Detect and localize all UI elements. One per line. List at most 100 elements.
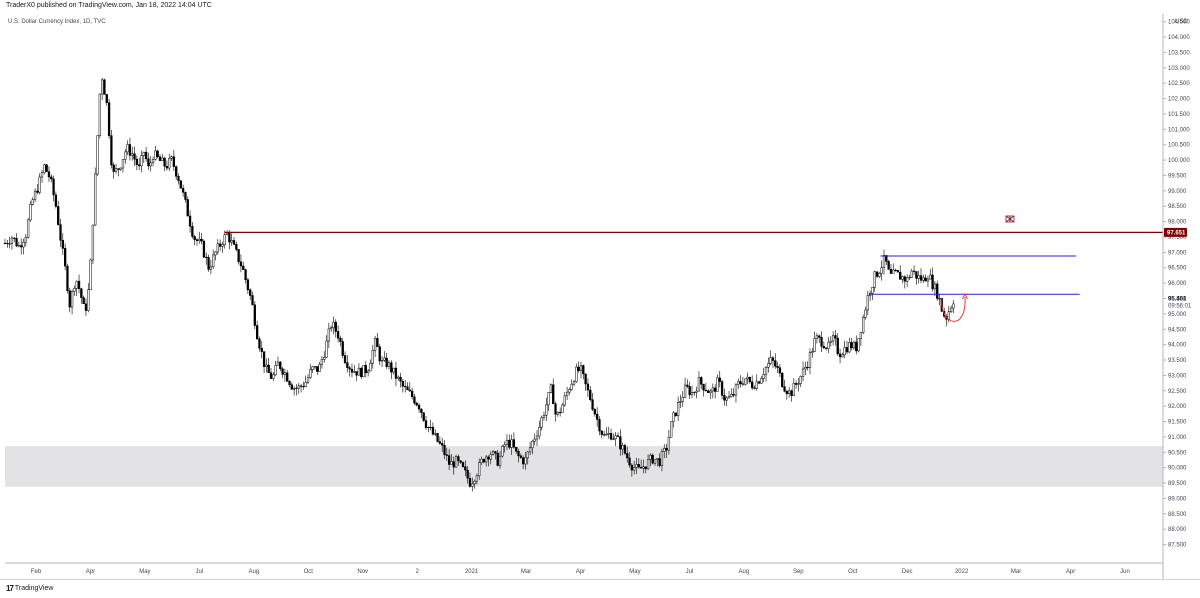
candle <box>84 298 88 316</box>
price-tick-label: 89.000 <box>1168 496 1187 502</box>
candle <box>718 370 721 388</box>
candle <box>105 93 108 106</box>
price-tick: 88.500 <box>1163 512 1187 518</box>
candle <box>17 241 21 248</box>
candle <box>360 366 363 380</box>
candle <box>323 351 326 363</box>
price-tick-label: 104.500 <box>1168 20 1190 26</box>
price-tick-label: 94.000 <box>1168 343 1187 349</box>
candle <box>605 426 608 436</box>
price-tick: 104.000 <box>1163 35 1190 41</box>
candle <box>302 381 305 390</box>
price-tick-label: 91.500 <box>1168 420 1187 426</box>
candle <box>764 365 768 382</box>
candle <box>515 446 518 454</box>
candle <box>734 383 738 403</box>
tradingview-logo-text: TradingView <box>14 585 54 592</box>
price-tick-label: 102.000 <box>1168 97 1190 103</box>
candle <box>873 270 876 292</box>
time-tick-label: Oct <box>848 569 858 575</box>
candle <box>387 360 391 370</box>
candle <box>82 295 85 305</box>
candle <box>239 254 243 273</box>
candle <box>249 288 252 301</box>
candle <box>626 446 629 463</box>
time-tick-label: May <box>139 569 150 575</box>
candle <box>607 426 610 439</box>
candle <box>751 375 754 391</box>
candle <box>563 392 566 407</box>
candle <box>228 230 231 250</box>
candle <box>709 388 712 399</box>
candle <box>89 258 92 291</box>
candle <box>336 325 340 343</box>
currency-label: USD <box>1175 19 1188 25</box>
candle <box>26 217 30 239</box>
candle <box>602 430 606 437</box>
candle <box>306 374 310 385</box>
candle <box>212 249 215 269</box>
price-tick: 89.000 <box>1163 496 1187 502</box>
candle <box>367 368 370 377</box>
price-tick: 95.000 <box>1163 312 1187 318</box>
candle <box>313 365 317 370</box>
candle <box>642 459 645 474</box>
candle <box>128 137 132 161</box>
candle <box>36 183 39 195</box>
candle <box>209 259 213 275</box>
candle <box>674 412 677 417</box>
candle <box>223 230 226 249</box>
candle <box>542 411 546 421</box>
time-axis[interactable]: Feb Apr May Jul Aug Oct Nov 2 2021 Mar Apr May Jul Au… <box>31 569 1130 575</box>
candle <box>924 274 927 282</box>
price-tick: 93.000 <box>1163 373 1187 379</box>
time-tick-label: 2021 <box>465 569 479 575</box>
candle <box>952 300 955 314</box>
candle <box>804 361 807 376</box>
candle <box>420 408 423 418</box>
candle <box>232 237 236 245</box>
candle <box>845 341 849 355</box>
price-tick: 100.500 <box>1163 143 1190 149</box>
candle <box>748 376 751 384</box>
candle <box>255 320 259 340</box>
candle <box>6 239 9 248</box>
candle <box>31 197 34 206</box>
candle <box>565 386 569 401</box>
price-tick-label: 101.500 <box>1168 112 1190 118</box>
candle <box>292 386 296 396</box>
price-tick-label: 96.000 <box>1168 281 1187 287</box>
candle <box>679 394 682 409</box>
candle <box>274 360 277 376</box>
candle <box>903 275 906 289</box>
candle <box>96 135 99 177</box>
price-tick-label: 88.000 <box>1168 527 1187 533</box>
candlestick-chart[interactable]: 87.500 88.000 88.500 89.000 89.500 90.000 90.5… <box>0 0 1200 579</box>
symbol-title: U.S. Dollar Currency Index, 1D, TVC <box>8 19 106 25</box>
candle <box>582 364 585 380</box>
price-tick: 91.500 <box>1163 420 1187 426</box>
price-tick-label: 89.500 <box>1168 481 1187 487</box>
candle <box>526 450 529 465</box>
candle <box>806 361 809 371</box>
candle <box>630 463 634 477</box>
candle <box>147 152 150 170</box>
candle <box>246 277 250 294</box>
price-tick: 101.500 <box>1163 112 1190 118</box>
time-tick-label: Jul <box>686 569 694 575</box>
candle <box>452 456 455 475</box>
candle <box>556 411 559 417</box>
candle <box>443 440 446 460</box>
price-axis[interactable]: 87.500 88.000 88.500 89.000 89.500 90.000 90.5… <box>1163 20 1192 549</box>
candle <box>438 436 442 445</box>
candle <box>429 419 432 431</box>
tradingview-logo[interactable]: 17 TradingView <box>6 584 53 593</box>
candle <box>427 426 430 433</box>
candle <box>413 393 416 406</box>
time-tick-label: Apr <box>86 569 95 575</box>
candle <box>778 363 782 378</box>
candle <box>887 259 890 270</box>
candle <box>288 380 291 388</box>
candle <box>915 271 918 285</box>
